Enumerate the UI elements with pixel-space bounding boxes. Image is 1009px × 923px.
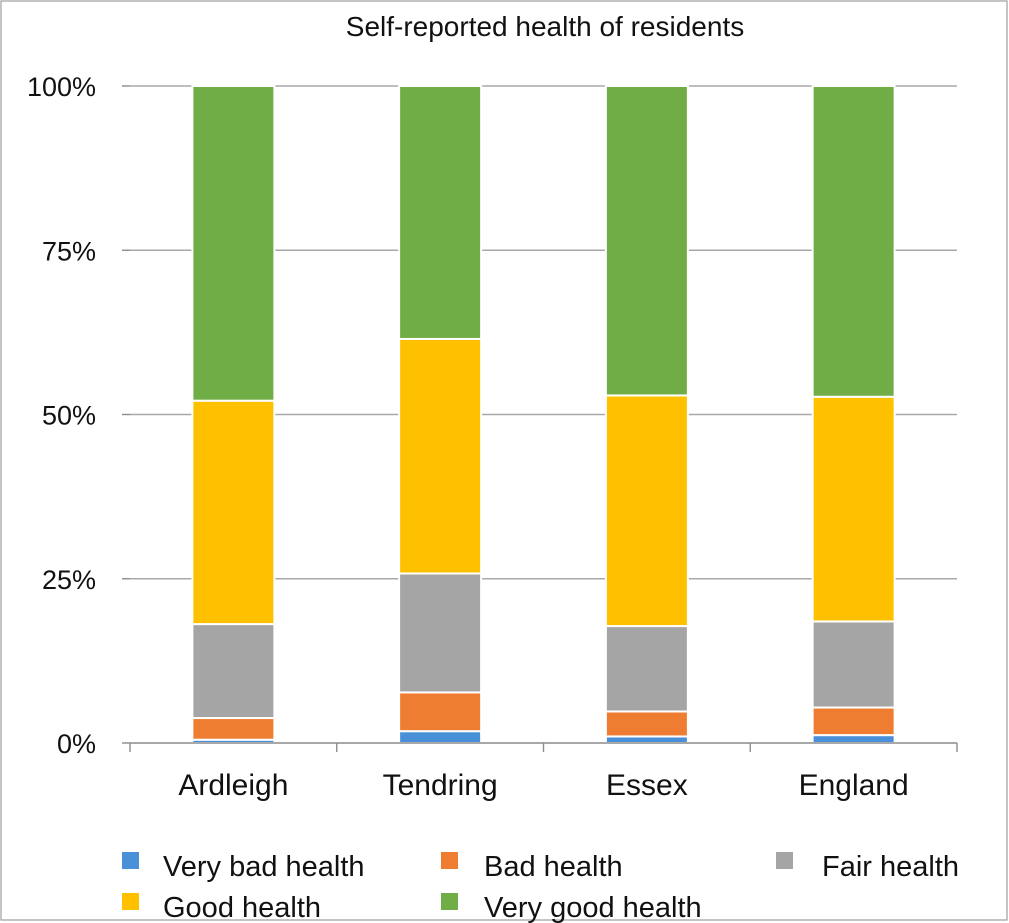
legend-label: Very good health: [484, 892, 702, 923]
bar-stack: [191, 85, 276, 745]
bar-segment: [398, 337, 483, 575]
bar-stack: [811, 85, 896, 745]
bar-stack: [604, 85, 689, 744]
bar-segment: [191, 623, 276, 720]
bar-segment: [604, 710, 689, 738]
legend-swatch: [122, 893, 139, 910]
legend-label: Very bad health: [163, 851, 365, 883]
bar-segment: [191, 85, 276, 402]
x-axis: [129, 742, 958, 752]
x-tick-label: England: [799, 769, 909, 802]
bar-segment: [811, 706, 896, 737]
x-tick-label: Essex: [606, 769, 688, 802]
x-tick-label: Tendring: [383, 769, 498, 802]
bar-segment: [604, 85, 689, 397]
y-tick-label: 50%: [42, 401, 96, 431]
legend-entry: Very bad health: [122, 851, 365, 883]
x-tick-label: Ardleigh: [178, 769, 288, 802]
legend-entry: Fair health: [776, 851, 959, 883]
legend-entry: Very good health: [441, 892, 702, 923]
bar-segment: [811, 734, 896, 745]
bar-segment: [398, 572, 483, 694]
bar-segment: [811, 395, 896, 623]
y-tick-label: 100%: [27, 72, 96, 102]
bar-segment: [398, 691, 483, 733]
y-tick-label: 25%: [42, 565, 96, 595]
bar-segment: [191, 399, 276, 626]
legend-swatch: [441, 852, 458, 869]
bar-segment: [191, 717, 276, 741]
bar-stack: [398, 85, 483, 745]
legend-label: Fair health: [822, 851, 959, 883]
bar-segment: [811, 85, 896, 398]
legend-swatch: [441, 893, 458, 910]
y-axis-ticks: 0% 25% 50% 75% 100%: [27, 72, 130, 759]
legend-label: Good health: [163, 892, 321, 923]
bar-segment: [398, 730, 483, 745]
bar-segment: [398, 85, 483, 340]
y-tick-label: 75%: [42, 236, 96, 266]
legend-entry: Bad health: [441, 851, 623, 883]
bar-segment: [604, 394, 689, 628]
bar-segment: [604, 625, 689, 713]
legend: Very bad health Bad health Fair health Good…: [122, 851, 959, 923]
bars: [191, 85, 896, 745]
legend-swatch: [122, 852, 139, 869]
legend-entry: Good health: [122, 892, 321, 923]
legend-label: Bad health: [484, 851, 623, 883]
x-axis-labels: Ardleigh Tendring Essex England: [178, 769, 908, 802]
bar-segment: [811, 620, 896, 709]
chart-title: Self-reported health of residents: [346, 11, 744, 42]
y-tick-label: 0%: [57, 729, 96, 759]
legend-swatch: [776, 852, 793, 869]
